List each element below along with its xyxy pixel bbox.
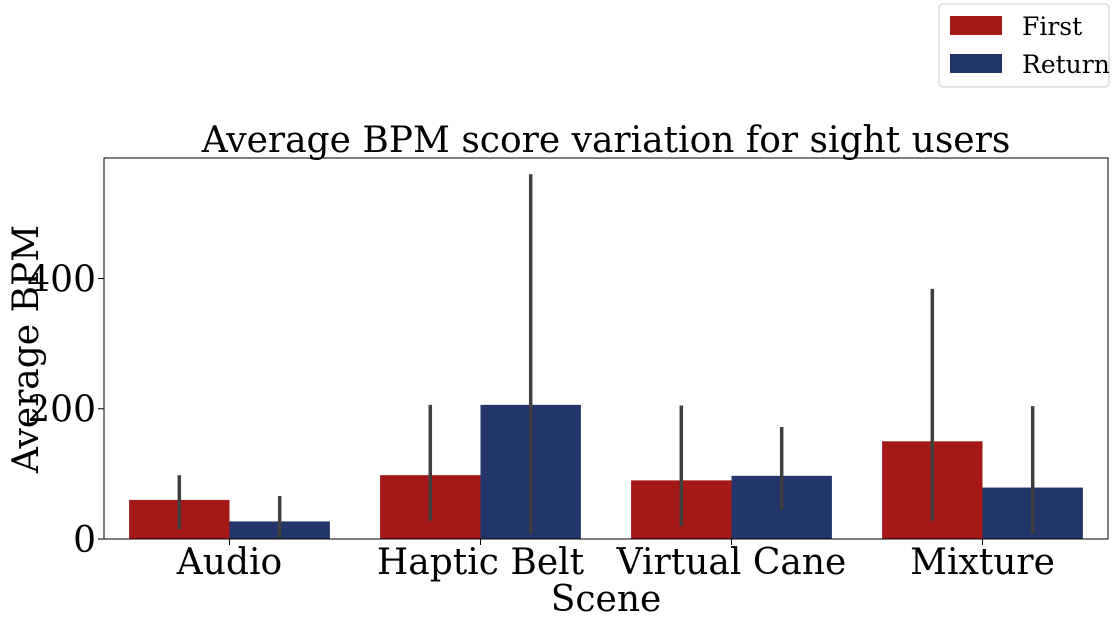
x-axis-ticks: Audio Haptic Belt Virtual Cane Mixture bbox=[176, 539, 1055, 583]
y-tick-label: 0 bbox=[73, 520, 96, 561]
x-tick-label-audio: Audio bbox=[176, 542, 282, 583]
x-tick-label-virtual-cane: Virtual Cane bbox=[616, 542, 847, 583]
plot-frame bbox=[103, 157, 1109, 540]
legend: First Return bbox=[938, 3, 1110, 88]
errorbars-layer bbox=[177, 174, 1035, 538]
chart-title: Average BPM score variation for sight us… bbox=[201, 120, 1011, 161]
bars-layer bbox=[129, 404, 1083, 539]
legend-swatch-return bbox=[950, 54, 1002, 73]
y-tick-label: 400 bbox=[27, 259, 96, 300]
x-tick-label-mixture: Mixture bbox=[910, 542, 1055, 583]
y-axis-label: Average BPM bbox=[6, 225, 47, 474]
legend-swatch-first bbox=[950, 16, 1002, 35]
y-axis-ticks: 0 200 400 bbox=[27, 259, 104, 561]
legend-label-first: First bbox=[1022, 12, 1082, 41]
legend-label-return: Return bbox=[1022, 50, 1110, 79]
x-axis-label: Scene bbox=[551, 579, 662, 620]
x-tick-label-haptic-belt: Haptic Belt bbox=[377, 542, 585, 583]
y-tick-label: 200 bbox=[27, 390, 96, 431]
